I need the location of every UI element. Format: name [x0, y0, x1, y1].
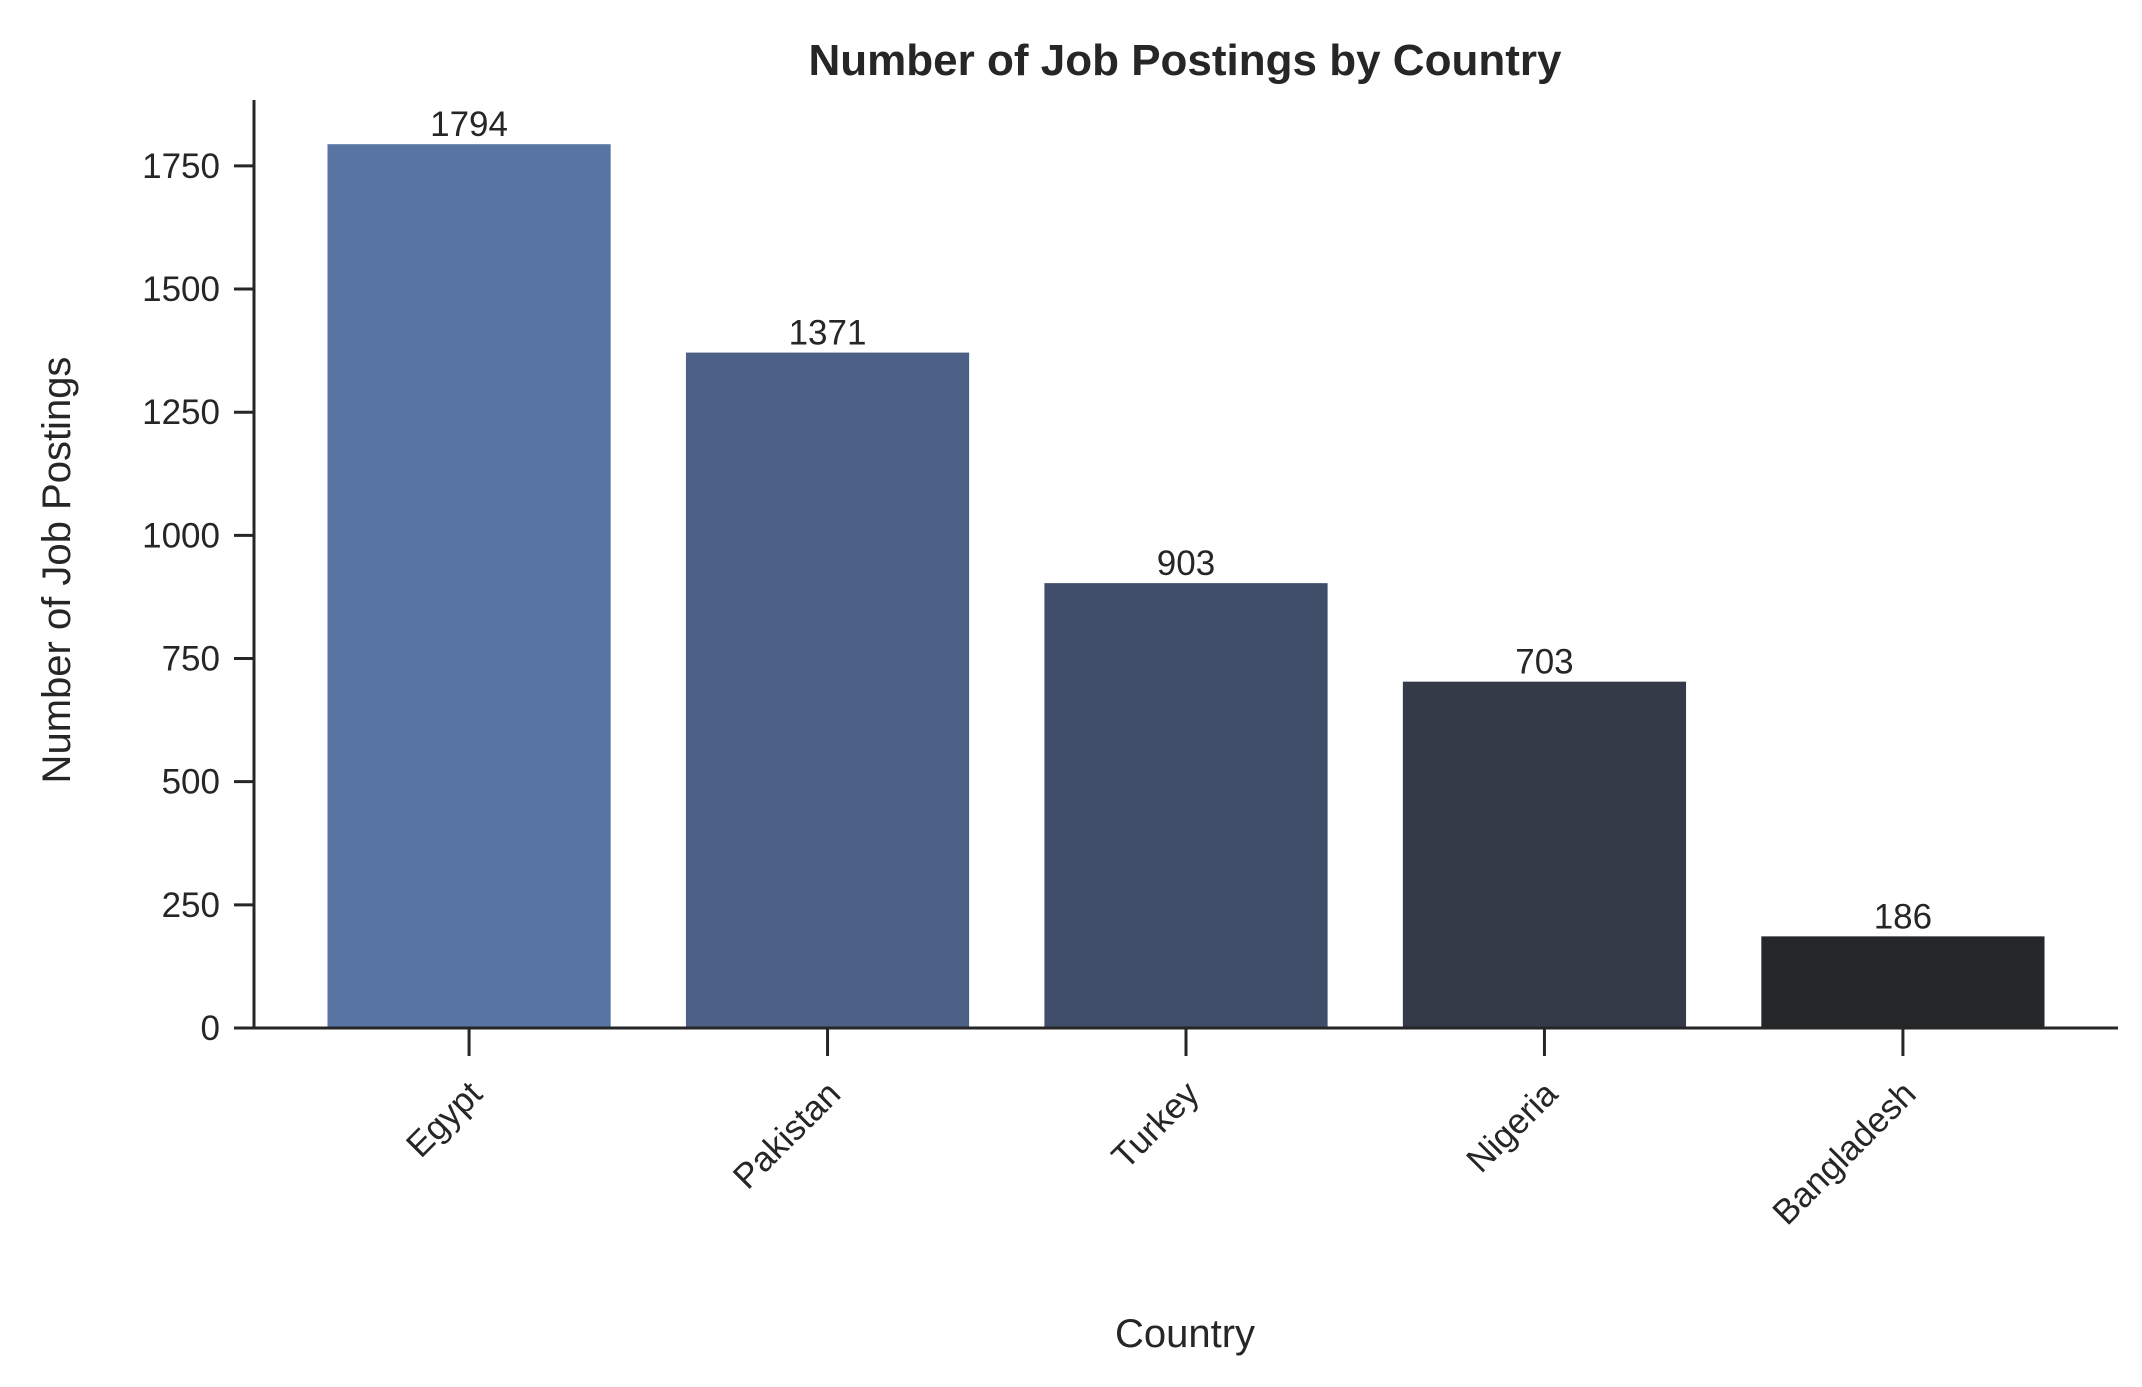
bar-value-label: 1371: [789, 314, 867, 353]
y-ticks-group: 0 250 500 750 1000 1250 1500 1750: [142, 147, 254, 1048]
x-tick-label: Bangladesh: [1765, 1074, 1923, 1232]
x-tick-label: Turkey: [1104, 1074, 1207, 1177]
x-tick-label: Pakistan: [726, 1074, 849, 1197]
bar-value-label: 186: [1874, 897, 1932, 936]
x-tick-label: Egypt: [399, 1074, 490, 1165]
x-axis-label: Country: [1115, 1312, 1255, 1356]
y-tick-label: 500: [162, 763, 220, 802]
bar-pakistan: [685, 352, 970, 1029]
y-axis-label: Number of Job Postings: [35, 357, 79, 784]
bars-group: [327, 144, 2045, 1029]
x-tick-label: Nigeria: [1459, 1074, 1565, 1180]
bar-value-label: 703: [1515, 643, 1573, 682]
bar-labels-group: 1794 1371 903 703 186: [430, 105, 1932, 936]
chart-title: Number of Job Postings by Country: [809, 36, 1562, 85]
bar-turkey: [1044, 583, 1328, 1028]
y-tick-label: 750: [162, 640, 220, 679]
bar-value-label: 903: [1157, 544, 1215, 583]
bar-egypt: [327, 144, 611, 1028]
y-tick-label: 0: [201, 1009, 220, 1048]
bar-value-label: 1794: [430, 105, 508, 144]
bar-nigeria: [1402, 681, 1687, 1028]
y-tick-label: 1000: [142, 516, 220, 555]
y-tick-label: 1750: [142, 147, 220, 186]
bar-bangladesh: [1761, 936, 2045, 1028]
y-tick-label: 250: [162, 886, 220, 925]
y-tick-label: 1250: [142, 393, 220, 432]
y-tick-label: 1500: [142, 270, 220, 309]
x-ticks-group: Egypt Pakistan Turkey Nigeria Bangladesh: [399, 1028, 1924, 1232]
